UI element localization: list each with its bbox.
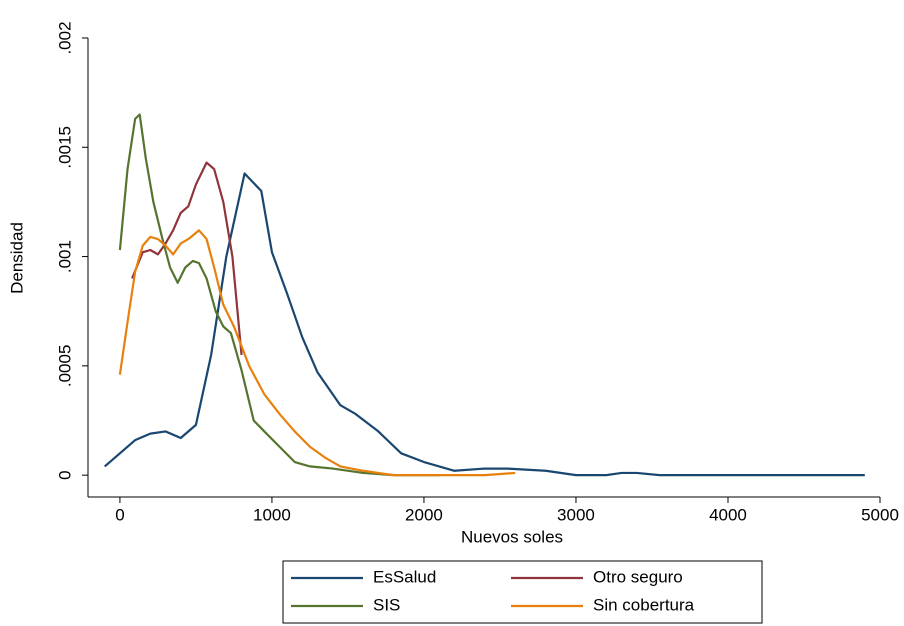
line-series bbox=[118, 113, 440, 477]
x-tick-label: 3000 bbox=[557, 505, 595, 524]
legend-label: EsSalud bbox=[373, 567, 436, 586]
line-series bbox=[131, 161, 243, 356]
y-tick-label: .0005 bbox=[55, 345, 74, 388]
x-axis-title: Nuevos soles bbox=[461, 527, 563, 546]
x-tick-label: 0 bbox=[115, 505, 124, 524]
y-tick-label: 0 bbox=[55, 470, 74, 479]
y-tick-label: .0015 bbox=[55, 126, 74, 169]
legend-box bbox=[282, 560, 763, 624]
x-tick-label: 2000 bbox=[405, 505, 443, 524]
x-tick-label: 5000 bbox=[861, 505, 899, 524]
legend-label: SIS bbox=[373, 595, 400, 614]
y-tick-label: .001 bbox=[55, 240, 74, 273]
x-tick-label: 4000 bbox=[709, 505, 747, 524]
legend-label: Otro seguro bbox=[593, 567, 683, 586]
y-tick-label: .002 bbox=[55, 21, 74, 54]
legend-label: Sin cobertura bbox=[593, 595, 695, 614]
line-series bbox=[104, 172, 865, 477]
line-series bbox=[118, 229, 516, 477]
x-tick-label: 1000 bbox=[253, 505, 291, 524]
y-axis-title: Densidad bbox=[7, 222, 26, 294]
